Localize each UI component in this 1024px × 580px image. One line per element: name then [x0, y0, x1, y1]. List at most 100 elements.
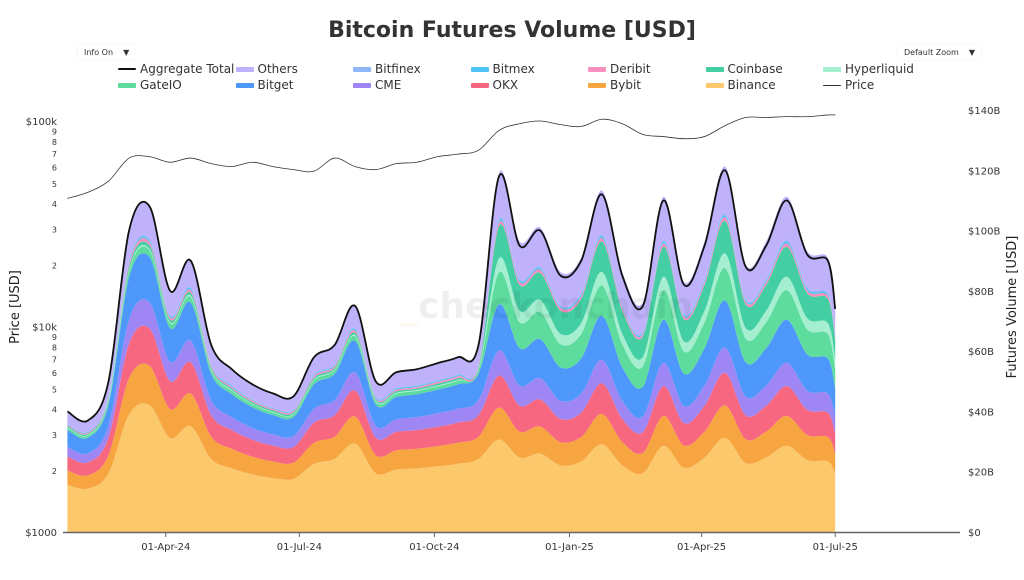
- legend-item-bitget[interactable]: Bitget: [235, 78, 294, 92]
- legend-label: OKX: [492, 78, 519, 92]
- legend-label: Binance: [727, 78, 776, 92]
- legend-item-gateio[interactable]: GateIO: [118, 78, 182, 92]
- legend-item-bitfinex[interactable]: Bitfinex: [353, 62, 421, 76]
- legend-label: GateIO: [140, 78, 182, 92]
- y-left-tick-label: 8: [52, 138, 57, 147]
- chart-title: Bitcoin Futures Volume [USD]: [328, 18, 696, 43]
- legend-label: Others: [257, 62, 298, 76]
- legend-item-okx[interactable]: OKX: [470, 78, 519, 92]
- zoom-dropdown[interactable]: Default Zoom ▼: [898, 45, 981, 60]
- legend-item-others[interactable]: Others: [235, 62, 298, 76]
- y-right-tick-label: $80B: [968, 287, 994, 298]
- y-left-tick-label: 5: [52, 180, 57, 189]
- y-left-tick-label: 9: [52, 333, 57, 342]
- area-series-bitget: [67, 253, 836, 455]
- watermark: _checkonchain: [400, 286, 693, 327]
- area-series-okx: [67, 325, 836, 476]
- legend-label: Coinbase: [727, 62, 783, 76]
- legend-swatch-icon: [823, 84, 841, 86]
- legend-swatch-icon: [470, 82, 489, 88]
- legend-item-hyperliquid[interactable]: Hyperliquid: [823, 62, 914, 76]
- chevron-down-icon: ▼: [123, 48, 130, 57]
- area-series-cme: [67, 299, 836, 464]
- legend-label: Hyperliquid: [845, 62, 914, 76]
- legend-item-price[interactable]: Price: [823, 78, 874, 92]
- legend-item-coinbase[interactable]: Coinbase: [705, 62, 783, 76]
- watermark-text: checkonchain: [418, 286, 693, 327]
- legend-swatch-icon: [353, 66, 371, 72]
- y-left-tick-label: 2: [52, 467, 57, 476]
- legend-label: Bybit: [610, 78, 641, 92]
- legend-item-aggregate-total[interactable]: Aggregate Total: [118, 62, 234, 76]
- zoom-label: Default Zoom: [904, 48, 959, 57]
- legend-label: Bitget: [257, 78, 294, 92]
- info-toggle-label: Info On: [84, 48, 114, 57]
- y-left-tick-label: 4: [52, 200, 57, 209]
- x-tick-label: 01-Jul-25: [813, 542, 858, 553]
- legend-swatch-icon: [705, 66, 724, 72]
- y-left-tick-label: 7: [52, 150, 57, 159]
- y-left-tick-label: 7: [52, 355, 57, 364]
- area-series-bitmex: [67, 215, 836, 434]
- legend-label: CME: [375, 78, 402, 92]
- x-tick-label: 01-Oct-24: [409, 542, 459, 553]
- legend-label: Deribit: [610, 62, 651, 76]
- x-tick-label: 01-Apr-24: [141, 542, 190, 553]
- info-toggle-dropdown[interactable]: Info On ▼: [78, 45, 136, 60]
- y-left-tick-label: 3: [52, 225, 57, 234]
- line-aggregate-total: [66, 169, 837, 423]
- legend-label: Price: [845, 78, 875, 92]
- y-left-tick-label: 5: [52, 385, 57, 394]
- y-right-tick-label: $0: [968, 528, 981, 539]
- x-tick-label: 01-Jul-24: [277, 542, 322, 553]
- legend-swatch-icon: [235, 82, 254, 88]
- y-left-tick-label: 4: [52, 405, 57, 414]
- y-right-tick-label: $140B: [968, 106, 1000, 117]
- x-tick-label: 01-Apr-25: [677, 542, 726, 553]
- y-left-tick-label: 3: [52, 431, 57, 440]
- y-right-tick-label: $60B: [968, 347, 994, 358]
- y-left-tick-label: 9: [52, 127, 57, 136]
- y-right-tick-label: $100B: [968, 227, 1000, 238]
- legend-label: Bitfinex: [375, 62, 421, 76]
- legend-swatch-icon: [470, 66, 489, 72]
- area-series-binance: [67, 403, 836, 532]
- y-left-axis-title: Price [USD]: [8, 270, 23, 344]
- y-left-tick-label: $10k: [32, 323, 57, 334]
- y-left-tick-label: $100k: [26, 117, 57, 128]
- legend-swatch-icon: [118, 68, 136, 70]
- y-left-tick-label: 8: [52, 343, 57, 352]
- y-left-tick-label: 6: [52, 164, 57, 173]
- area-series-hyperliquid: [67, 244, 836, 437]
- y-left-tick-label: 6: [52, 369, 57, 378]
- legend-swatch-icon: [235, 66, 254, 72]
- area-series-bitfinex: [67, 213, 836, 434]
- y-right-tick-label: $120B: [968, 166, 1000, 177]
- x-tick-label: 01-Jan-25: [545, 542, 594, 553]
- legend-swatch-icon: [353, 82, 371, 88]
- legend-item-bitmex[interactable]: Bitmex: [470, 62, 535, 76]
- legend-item-cme[interactable]: CME: [353, 78, 401, 92]
- area-series-coinbase: [67, 220, 836, 436]
- area-series-deribit: [67, 217, 836, 435]
- legend-swatch-icon: [588, 82, 606, 88]
- y-right-axis-title: Futures Volume [USD]: [1005, 236, 1020, 379]
- legend-swatch-icon: [823, 66, 841, 72]
- y-right-tick-label: $40B: [968, 407, 994, 418]
- legend-swatch-icon: [705, 82, 724, 88]
- legend-swatch-icon: [588, 66, 606, 72]
- area-series-others: [67, 166, 836, 433]
- y-right-tick-label: $20B: [968, 468, 994, 479]
- legend-item-binance[interactable]: Binance: [705, 78, 776, 92]
- legend-label: Aggregate Total: [140, 62, 235, 76]
- area-series-bybit: [67, 363, 836, 490]
- legend-label: Bitmex: [492, 62, 535, 76]
- legend-item-deribit[interactable]: Deribit: [588, 62, 651, 76]
- stacked-areas: [67, 166, 836, 532]
- y-left-tick-label: 2: [52, 262, 57, 271]
- line-price: [67, 114, 836, 199]
- chevron-down-icon: ▼: [968, 48, 975, 57]
- watermark-prefix: _: [400, 286, 418, 327]
- legend-item-bybit[interactable]: Bybit: [588, 78, 641, 92]
